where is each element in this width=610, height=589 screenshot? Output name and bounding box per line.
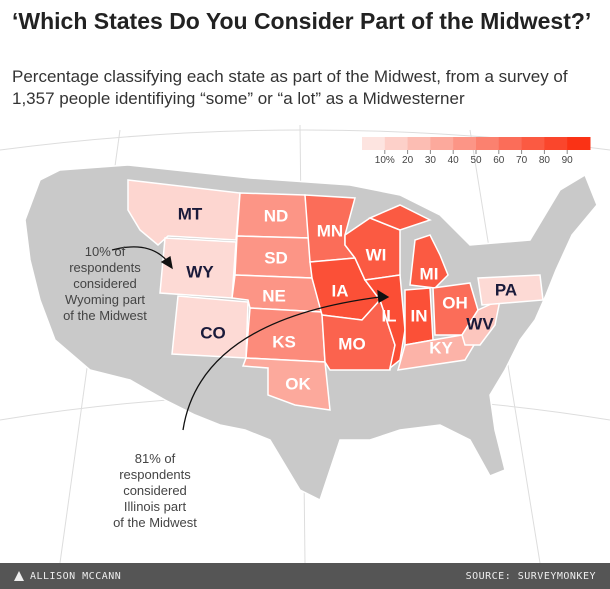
legend-swatch — [567, 137, 591, 150]
state-label: IA — [332, 281, 349, 300]
arrow — [182, 296, 381, 431]
title: ‘Which States Do You Consider Part of th… — [12, 8, 592, 34]
state — [363, 274, 406, 370]
author: ALLISON MCCANN — [30, 571, 122, 582]
state-label: MO — [338, 334, 365, 353]
legend-swatch — [498, 137, 523, 150]
state-label: MI — [420, 264, 439, 283]
state-label: PA — [495, 280, 517, 299]
legend-swatch — [362, 137, 386, 150]
state-label: CO — [200, 323, 226, 342]
arrow-head — [377, 289, 390, 304]
legend-swatch — [384, 137, 409, 150]
annotation-line: Wyoming part — [65, 292, 145, 307]
annotation-line: of the Midwest — [63, 308, 147, 323]
legend-swatch — [544, 137, 568, 150]
subtitle: Percentage classifying each state as par… — [12, 67, 568, 108]
state-label: NE — [262, 286, 286, 305]
state-label: SD — [264, 248, 288, 267]
state-label: OH — [442, 293, 468, 312]
state-label: OK — [285, 374, 311, 393]
legend-label: 20 — [402, 155, 414, 166]
legend-label: 90 — [562, 155, 574, 166]
legend: 10% 20 30 40 50 60 70 80 90 — [362, 137, 591, 166]
legend-label: 70 — [516, 155, 528, 166]
state-label: WI — [366, 245, 387, 264]
source: SOURCE: SURVEYMONKEY — [465, 571, 596, 582]
state-label: MN — [317, 221, 343, 240]
annotation-line: respondents — [119, 467, 191, 482]
legend-swatch — [476, 137, 500, 150]
legend-swatch — [430, 137, 454, 150]
annotation-line: 81% of — [135, 451, 176, 466]
legend-label: 50 — [470, 155, 482, 166]
legend-label: 30 — [425, 155, 437, 166]
state-label: WV — [466, 314, 494, 333]
footer: ALLISON MCCANN SOURCE: SURVEYMONKEY — [0, 563, 610, 589]
state-label: KS — [272, 332, 296, 351]
arrows — [111, 246, 390, 431]
logo — [14, 571, 24, 581]
legend-swatch — [521, 137, 545, 150]
state-label: ND — [264, 206, 289, 225]
annotation-line: considered — [123, 483, 187, 498]
state-label: IN — [411, 306, 428, 325]
state — [159, 237, 237, 299]
state-label: MT — [178, 204, 203, 223]
legend-label: 80 — [539, 155, 551, 166]
arrow-head — [160, 255, 173, 270]
states — [127, 179, 544, 411]
annotation-line: 10% of — [85, 244, 126, 259]
annotation-line: respondents — [69, 260, 141, 275]
state-label: KY — [429, 338, 453, 357]
legend-label: 60 — [493, 155, 505, 166]
state — [241, 357, 331, 411]
state-label: WY — [186, 262, 214, 281]
annotation-line: Illinois part — [124, 499, 187, 514]
legend-label: 40 — [448, 155, 460, 166]
annotation-line: of the Midwest — [113, 515, 197, 530]
legend-swatch — [453, 137, 477, 150]
legend-label: 10% — [375, 155, 395, 166]
state — [477, 274, 544, 306]
arrow — [111, 246, 169, 263]
state-label: IL — [381, 306, 396, 325]
state — [171, 295, 249, 359]
legend-swatch — [407, 137, 431, 150]
annotation-line: considered — [73, 276, 137, 291]
